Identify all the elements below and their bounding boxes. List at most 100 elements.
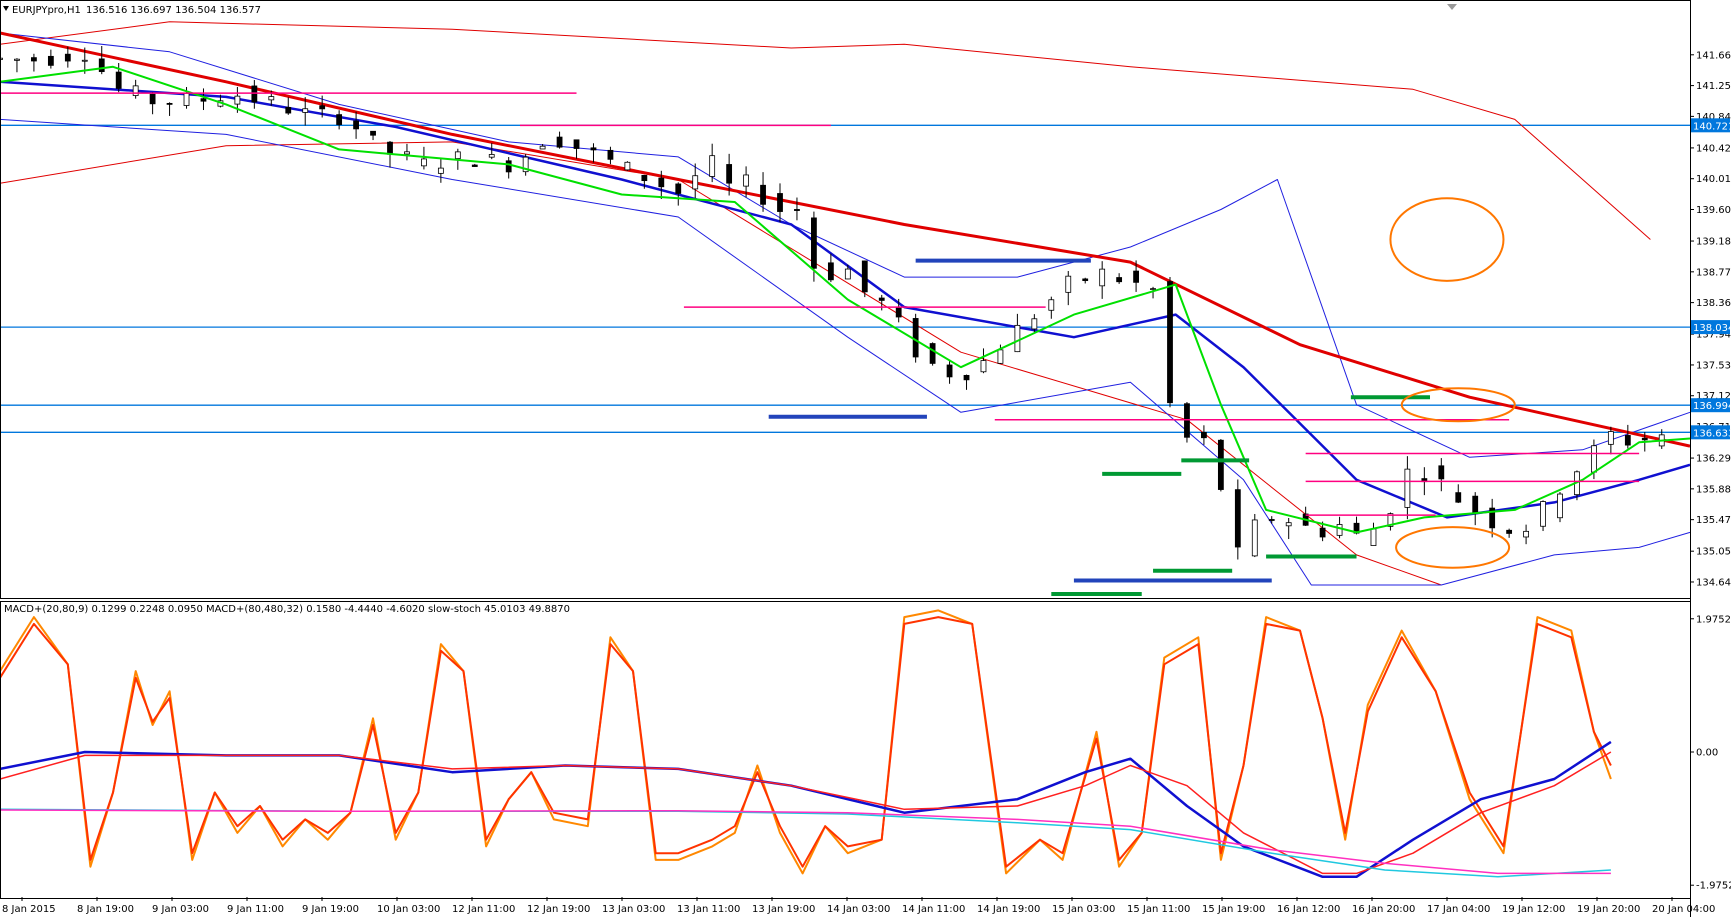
candle-body (455, 152, 460, 159)
candle-body (1541, 502, 1546, 527)
candle-body (1168, 282, 1173, 403)
price-tag-label: 138.034 (1693, 323, 1731, 334)
candle-body (489, 154, 494, 157)
candle-body (99, 59, 104, 72)
time-tick-label: 8 Jan 19:00 (77, 904, 134, 915)
symbol-title: EURJPYpro,H1 (12, 5, 81, 16)
price-tick-label: 140.010 (1696, 174, 1731, 185)
candle-body (252, 86, 257, 102)
candle-body (1252, 520, 1257, 556)
candle-body (625, 162, 630, 170)
candle-body (845, 269, 850, 279)
candle-body (879, 298, 884, 300)
candle-body (1134, 271, 1139, 282)
time-tick-label: 15 Jan 03:00 (1052, 904, 1115, 915)
candle-body (1049, 300, 1054, 311)
candle-body (133, 86, 138, 96)
price-tick-label: 138.360 (1696, 298, 1731, 309)
candle-body (1642, 438, 1647, 440)
candle-body (371, 131, 376, 135)
candle-body (1066, 276, 1071, 292)
price-tag-label: 136.994 (1693, 401, 1731, 412)
time-tick-label: 10 Jan 03:00 (377, 904, 440, 915)
time-tick-label: 13 Jan 11:00 (677, 904, 740, 915)
candle-body (981, 361, 986, 372)
ohlc-readout: 136.516 136.697 136.504 136.577 (86, 5, 261, 16)
candle-body (1015, 325, 1020, 351)
price-tick-label: 140.420 (1696, 143, 1731, 154)
osc-tick-label: 0.00 (1696, 748, 1718, 759)
candle-body (896, 307, 901, 317)
price-tick-label: 141.660 (1696, 50, 1731, 61)
time-tick-label: 9 Jan 11:00 (227, 904, 284, 915)
candle-body (693, 176, 698, 189)
time-tick-label: 15 Jan 11:00 (1127, 904, 1190, 915)
candle-body (930, 344, 935, 364)
candle-body (676, 184, 681, 194)
candle-body (506, 161, 511, 172)
candle-body (828, 263, 833, 280)
candle-body (794, 209, 799, 210)
candle-body (1439, 466, 1444, 479)
candle-body (320, 106, 325, 109)
candle-body (913, 318, 918, 357)
candle-body (1100, 269, 1105, 286)
price-tag-label: 136.633 (1693, 428, 1731, 439)
candle-body (1117, 278, 1122, 282)
time-tick-label: 9 Jan 03:00 (152, 904, 209, 915)
candle-body (1591, 446, 1596, 472)
osc-tick-label: 1.9752 (1696, 614, 1731, 625)
time-tick-label: 19 Jan 20:00 (1577, 904, 1640, 915)
time-tick-label: 20 Jan 04:00 (1652, 904, 1715, 915)
candle-body (1151, 289, 1156, 290)
candle-body (1558, 494, 1563, 518)
candle-body (116, 72, 121, 88)
time-tick-label: 13 Jan 19:00 (752, 904, 815, 915)
price-tick-label: 141.250 (1696, 81, 1731, 92)
candle-body (1507, 530, 1512, 533)
candle-body (574, 140, 579, 149)
candle-body (947, 365, 952, 377)
candle-body (1201, 432, 1206, 437)
candle-body (1405, 469, 1410, 507)
candle-body (1524, 531, 1529, 537)
price-tag-label: 140.721 (1693, 121, 1731, 132)
candle-body (659, 178, 664, 187)
candle-body (1235, 490, 1240, 547)
time-tick-label: 15 Jan 19:00 (1202, 904, 1265, 915)
candle-body (269, 97, 274, 100)
price-tick-label: 134.640 (1696, 577, 1731, 588)
candle-body (337, 115, 342, 125)
candle-body (557, 137, 562, 147)
candle-body (184, 93, 189, 105)
price-tick-label: 135.050 (1696, 547, 1731, 558)
candle-body (591, 148, 596, 150)
price-tick-label: 135.470 (1696, 515, 1731, 526)
candle-body (540, 146, 545, 149)
price-tick-label: 139.600 (1696, 205, 1731, 216)
time-tick-label: 14 Jan 03:00 (827, 904, 890, 915)
candle-body (48, 56, 53, 65)
candle-body (235, 96, 240, 104)
candle-body (727, 164, 732, 183)
candle-body (167, 103, 172, 104)
candle-body (1625, 435, 1630, 445)
candle-body (1337, 524, 1342, 535)
candle-body (1320, 528, 1325, 537)
time-tick-label: 9 Jan 19:00 (302, 904, 359, 915)
candle-body (1083, 279, 1088, 281)
candle-body (201, 99, 206, 102)
time-tick-label: 14 Jan 19:00 (977, 904, 1040, 915)
candle-body (1608, 432, 1613, 445)
candle-body (82, 60, 87, 61)
candle-body (438, 168, 443, 173)
candle-body (811, 218, 816, 268)
time-tick-label: 16 Jan 12:00 (1277, 904, 1340, 915)
price-tick-label: 137.530 (1696, 360, 1731, 371)
candle-body (1371, 529, 1376, 546)
candle-body (421, 159, 426, 166)
candle-body (744, 175, 749, 186)
candle-body (65, 54, 70, 61)
time-tick-label: 8 Jan 2015 (2, 904, 56, 915)
candle-body (1269, 519, 1274, 520)
